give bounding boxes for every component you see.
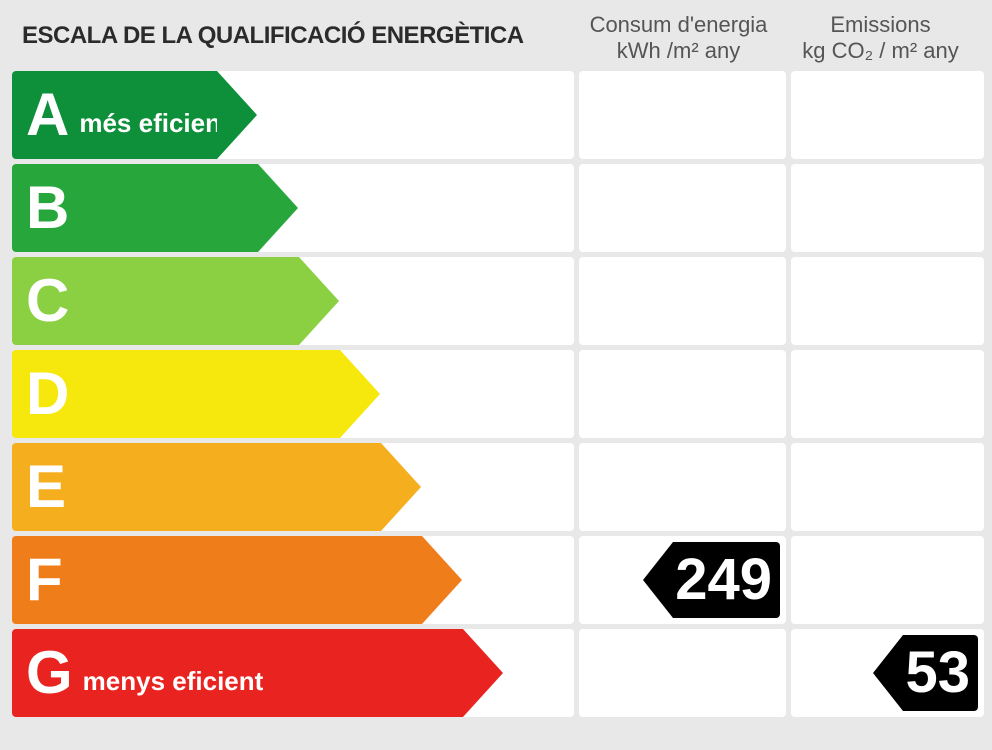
rating-sublabel: menys eficient <box>83 666 264 697</box>
rating-arrow-cell: D <box>12 350 574 438</box>
rating-arrow: Amés eficient <box>12 71 257 159</box>
rating-row: F 249 <box>12 536 980 624</box>
value-badge-value: 53 <box>903 635 978 711</box>
rating-row: B <box>12 164 980 252</box>
value-badge-tip <box>873 635 903 711</box>
consumption-cell <box>579 164 786 252</box>
emissions-cell <box>791 350 984 438</box>
rating-arrow-cell: Gmenys eficient <box>12 629 574 717</box>
value-badge-emissions: 53 <box>873 635 978 711</box>
rating-arrow: Gmenys eficient <box>12 629 503 717</box>
rating-arrow-tip <box>299 257 339 345</box>
rating-row: E <box>12 443 980 531</box>
rating-arrow-cell: Amés eficient <box>12 71 574 159</box>
column-header-emissions: Emissions kg CO₂ / m² any <box>783 10 978 71</box>
rating-arrow: D <box>12 350 380 438</box>
emissions-cell: 53 <box>791 629 984 717</box>
rating-arrow-body: F <box>12 536 422 624</box>
rating-row: Gmenys eficient 53 <box>12 629 980 717</box>
consumption-cell: 249 <box>579 536 786 624</box>
consumption-cell <box>579 350 786 438</box>
rating-letter: A <box>26 85 69 145</box>
rating-row: C <box>12 257 980 345</box>
emissions-header-line2: kg CO₂ / m² any <box>783 38 978 64</box>
value-badge-value: 249 <box>673 542 780 618</box>
header-row: ESCALA DE LA QUALIFICACIÓ ENERGÈTICA Con… <box>12 10 980 71</box>
rating-arrow-cell: E <box>12 443 574 531</box>
consumption-cell <box>579 629 786 717</box>
rating-arrow-tip <box>340 350 380 438</box>
rating-letter: E <box>26 457 66 517</box>
rating-arrow: E <box>12 443 421 531</box>
rating-letter: B <box>26 178 69 238</box>
rating-row: Amés eficient <box>12 71 980 159</box>
rating-arrow-body: C <box>12 257 299 345</box>
rating-arrow-tip <box>217 71 257 159</box>
rating-letter: F <box>26 550 63 610</box>
consumption-header-line1: Consum d'energia <box>574 12 783 38</box>
rating-letter: C <box>26 271 69 331</box>
rating-arrow-body: B <box>12 164 258 252</box>
rating-arrow-cell: B <box>12 164 574 252</box>
rating-sublabel: més eficient <box>79 108 229 139</box>
rating-arrow-tip <box>258 164 298 252</box>
column-header-consumption: Consum d'energia kWh /m² any <box>574 10 783 71</box>
rating-arrow: F <box>12 536 462 624</box>
rating-arrow-tip <box>463 629 503 717</box>
scale-title: ESCALA DE LA QUALIFICACIÓ ENERGÈTICA <box>12 10 574 62</box>
consumption-cell <box>579 443 786 531</box>
emissions-cell <box>791 71 984 159</box>
rating-arrow-body: Gmenys eficient <box>12 629 463 717</box>
rating-rows: Amés eficient BCDEF 249 Gmenys eficient 53 <box>12 71 980 717</box>
consumption-header-line2: kWh /m² any <box>574 38 783 64</box>
consumption-cell <box>579 71 786 159</box>
value-badge-consumption: 249 <box>643 542 780 618</box>
rating-arrow-body: Amés eficient <box>12 71 217 159</box>
rating-row: D <box>12 350 980 438</box>
emissions-header-line1: Emissions <box>783 12 978 38</box>
emissions-cell <box>791 536 984 624</box>
rating-arrow-tip <box>381 443 421 531</box>
rating-arrow-body: E <box>12 443 381 531</box>
rating-arrow-cell: C <box>12 257 574 345</box>
rating-arrow: B <box>12 164 298 252</box>
consumption-cell <box>579 257 786 345</box>
rating-arrow-body: D <box>12 350 340 438</box>
emissions-cell <box>791 257 984 345</box>
rating-arrow-tip <box>422 536 462 624</box>
emissions-cell <box>791 164 984 252</box>
energy-rating-card: ESCALA DE LA QUALIFICACIÓ ENERGÈTICA Con… <box>0 0 992 750</box>
rating-arrow-cell: F <box>12 536 574 624</box>
rating-arrow: C <box>12 257 339 345</box>
rating-letter: G <box>26 643 73 703</box>
emissions-cell <box>791 443 984 531</box>
rating-letter: D <box>26 364 69 424</box>
value-badge-tip <box>643 542 673 618</box>
